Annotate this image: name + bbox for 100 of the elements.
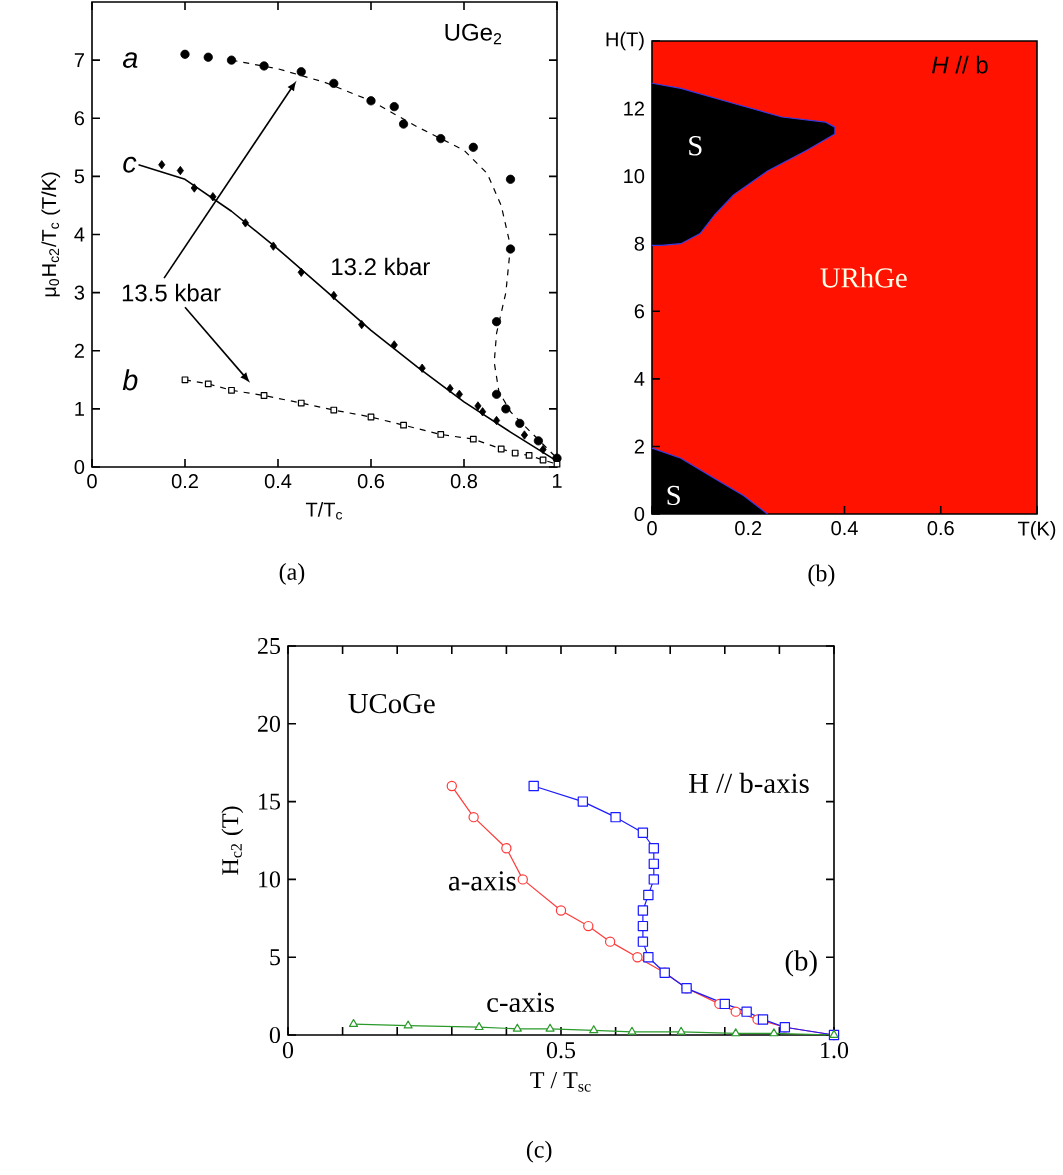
- y-tick-label: 10: [259, 871, 280, 888]
- point: [468, 142, 478, 152]
- point: [491, 317, 502, 327]
- point: [474, 401, 482, 411]
- point: [555, 905, 567, 916]
- point: [637, 920, 649, 932]
- point: [741, 1006, 752, 1017]
- y-tick-label: 3: [74, 285, 85, 300]
- legend-label: c: [123, 156, 137, 173]
- point: [366, 96, 376, 106]
- y-axis-title: H$_{c2}$ (T): [221, 806, 244, 875]
- point: [501, 843, 512, 854]
- point: [730, 1006, 741, 1017]
- point: [389, 102, 399, 112]
- point: [469, 435, 477, 443]
- point: [583, 920, 594, 932]
- point: [241, 218, 249, 228]
- x-tick-label: 1: [552, 474, 562, 488]
- point: [637, 936, 649, 947]
- x-axis-title: T/T$_{c}$: [305, 501, 343, 520]
- point: [330, 290, 338, 301]
- point: [553, 460, 561, 468]
- point: [260, 392, 268, 399]
- point: [190, 183, 198, 193]
- point: [505, 174, 516, 184]
- y-tick-label: 2: [634, 439, 644, 454]
- point: [769, 1028, 779, 1037]
- point: [468, 811, 479, 823]
- y-tick-label: 15: [259, 793, 280, 810]
- point: [400, 421, 407, 429]
- point: [643, 952, 654, 963]
- point: [296, 67, 306, 77]
- y-tick-label: 4: [634, 371, 645, 386]
- x-tick-label: 0: [647, 521, 657, 536]
- point: [259, 61, 269, 71]
- series-label: c-axis: [487, 992, 554, 1012]
- point: [491, 389, 502, 399]
- series-label: a-axis: [448, 871, 516, 891]
- point: [512, 1023, 522, 1032]
- point: [757, 1014, 769, 1025]
- x-tick-label: 0.2: [735, 521, 762, 536]
- y-tick-label: 5: [74, 169, 85, 184]
- y-axis-title: μ$_{0}$H$_{c2}$/T$_{c}$ (T/K): [41, 172, 61, 297]
- point: [474, 1022, 484, 1031]
- point: [589, 1025, 599, 1034]
- point: [358, 319, 366, 330]
- point: [297, 399, 305, 407]
- y-tick-label: 0: [74, 459, 85, 475]
- y-tick-label: 12: [624, 101, 644, 116]
- point: [228, 386, 235, 394]
- y-tick-label: 6: [634, 304, 645, 319]
- y-tick-label: 6: [74, 111, 85, 126]
- point: [515, 418, 525, 428]
- x-tick-label: 0.6: [927, 521, 954, 536]
- series-label: H // b-axis: [688, 772, 809, 794]
- y-tick-label: 10: [624, 169, 645, 184]
- annotation: S: [689, 136, 702, 156]
- annotation: UCoGe: [348, 693, 435, 714]
- point: [505, 244, 516, 254]
- point: [528, 780, 539, 792]
- point: [497, 445, 505, 453]
- y-tick-label: 2: [74, 343, 84, 358]
- point: [176, 165, 184, 176]
- x-tick-label: 1.0: [821, 1042, 849, 1059]
- point: [330, 406, 338, 414]
- annotation: 13.2 kbar: [332, 257, 430, 276]
- point: [269, 241, 277, 251]
- point: [181, 376, 189, 384]
- point: [203, 52, 213, 62]
- y-tick-label: 0: [634, 506, 645, 522]
- y-tick-label: 7: [74, 53, 84, 68]
- x-tick-label: 0.4: [264, 474, 292, 489]
- point: [180, 49, 190, 59]
- point: [533, 436, 543, 446]
- point: [158, 160, 166, 170]
- point: [446, 780, 457, 792]
- x-tick-label: T(K): [1017, 521, 1056, 540]
- y-tick-label: 5: [270, 949, 280, 966]
- point: [643, 889, 654, 901]
- y-tick-label: 1: [75, 401, 84, 416]
- point: [637, 827, 649, 838]
- point: [632, 952, 643, 963]
- x-axis-title: T / T$_{sc}$: [530, 1072, 591, 1092]
- point: [479, 407, 487, 417]
- annotation: S: [667, 485, 680, 506]
- point: [436, 134, 446, 144]
- text: (a): [279, 563, 305, 585]
- annotation: (b): [785, 950, 817, 977]
- legend-label: a: [122, 52, 138, 69]
- point: [648, 858, 659, 870]
- point: [403, 1020, 413, 1029]
- y-tick-label: 8: [634, 236, 645, 251]
- text: (c): [526, 1140, 552, 1163]
- y-tick-label: 0: [269, 1026, 280, 1044]
- point: [520, 430, 528, 440]
- point: [204, 380, 212, 388]
- point: [627, 1026, 637, 1035]
- point: [731, 1028, 741, 1037]
- point: [539, 444, 547, 455]
- x-tick-label: 0.5: [546, 1042, 576, 1059]
